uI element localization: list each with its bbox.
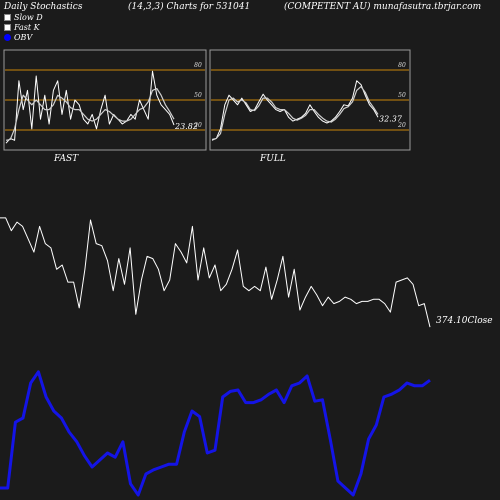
tick-label-80: 80: [194, 62, 202, 69]
legend-slow-d: Slow D: [4, 13, 43, 22]
tick-label-50: 50: [194, 92, 202, 99]
chart-params: (14,3,3) Charts for 531041: [128, 2, 251, 12]
legend-slow-d-label: Slow D: [14, 13, 43, 22]
series-line-slow-d: [211, 85, 379, 140]
price-last-value: 374.10Close: [436, 316, 493, 326]
price-close-line: [0, 217, 431, 328]
stoch-panel-frame-1: [209, 49, 411, 151]
panel-label: FAST: [53, 154, 79, 164]
chart-title: Daily Stochastics: [4, 2, 83, 12]
last-value-label: 32.37: [379, 114, 403, 123]
tick-label-20: 20: [397, 122, 406, 129]
tick-label-20: 20: [193, 122, 202, 129]
series-line-slow-d: [5, 87, 175, 141]
tick-label-80: 80: [398, 62, 406, 69]
last-value-label: 23.82: [174, 122, 198, 131]
legend-obv: OBV: [4, 33, 32, 42]
company-site: (COMPETENT AU) munafasutra.tbrjar.com: [284, 2, 482, 12]
panel-label: FULL: [259, 154, 286, 164]
tick-label-50: 50: [398, 92, 406, 99]
fast-k-swatch-icon: [4, 24, 11, 31]
obv-swatch-icon: [4, 34, 11, 41]
legend-obv-label: OBV: [14, 33, 33, 42]
series-line-fast-k: [5, 70, 175, 144]
slow-d-swatch-icon: [4, 14, 11, 21]
legend-fast-k-label: Fast K: [14, 23, 40, 32]
series-line-fast-k: [211, 80, 379, 141]
legend-fast-k: Fast K: [4, 23, 40, 32]
obv-line: [0, 370, 431, 497]
stoch-panel-frame-0: [3, 49, 207, 151]
